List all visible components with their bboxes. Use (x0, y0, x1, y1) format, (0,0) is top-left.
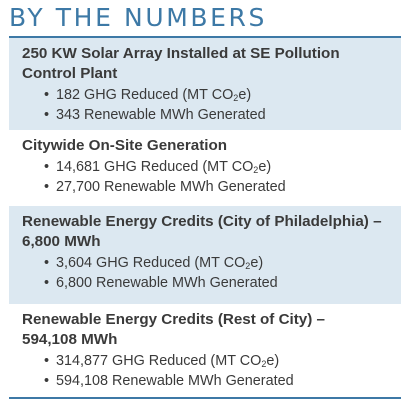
heading-line: 250 KW Solar Array Installed at SE Pollu… (22, 45, 340, 62)
section-heading: Renewable Energy Credits (City of Philad… (22, 212, 401, 252)
stat-label-end: e) (258, 159, 272, 175)
stat-value: 343 (56, 107, 81, 123)
bullet-icon: • (44, 275, 50, 291)
stat-subscript: 2 (253, 165, 259, 175)
stat-label: Renewable MWh Generated (80, 107, 266, 123)
bullet-icon: • (44, 353, 50, 369)
stat-subscript: 2 (261, 359, 267, 369)
heading-line: 594,108 MWh (22, 331, 118, 348)
section-heading: Renewable Energy Credits (Rest of City) … (22, 310, 401, 350)
list-item: • 594,108 Renewable MWh Generated (44, 371, 401, 391)
stat-label: GHG Reduced (MT CO (108, 353, 262, 369)
list-item: • 27,700 Renewable MWh Generated (44, 177, 401, 197)
stat-value: 14,681 (56, 159, 101, 175)
stat-label-end: e) (250, 255, 264, 271)
list-item: • 3,604 GHG Reduced (MT CO2e) (44, 253, 401, 273)
list-item: • 6,800 Renewable MWh Generated (44, 273, 401, 293)
stat-label-end: e) (266, 353, 280, 369)
heading-line: Citywide On-Site Generation (22, 137, 228, 154)
stat-label-end: e) (238, 87, 252, 103)
stat-label: GHG Reduced (MT CO (80, 87, 234, 103)
section-solar-array: 250 KW Solar Array Installed at SE Pollu… (9, 38, 401, 130)
stat-subscript: 2 (233, 93, 239, 103)
bullet-icon: • (44, 373, 50, 389)
section-citywide-generation: Citywide On-Site Generation • 14,681 GHG … (9, 130, 401, 206)
stat-label: Renewable MWh Generated (92, 275, 278, 291)
list-item: • 343 Renewable MWh Generated (44, 105, 401, 125)
section-recs-philadelphia: Renewable Energy Credits (City of Philad… (9, 206, 401, 304)
bottom-rule (9, 397, 401, 399)
bullet-icon: • (44, 107, 50, 123)
bullet-icon: • (44, 87, 50, 103)
stat-value: 6,800 (56, 275, 93, 291)
heading-line: Renewable Energy Credits (City of Philad… (22, 213, 382, 230)
bullet-icon: • (44, 159, 50, 175)
section-recs-rest-of-city: Renewable Energy Credits (Rest of City) … (9, 304, 401, 398)
list-item: • 314,877 GHG Reduced (MT CO2e) (44, 351, 401, 371)
section-heading: Citywide On-Site Generation (22, 136, 401, 156)
stat-label: Renewable MWh Generated (100, 179, 286, 195)
bullet-icon: • (44, 179, 50, 195)
stats-list: • 3,604 GHG Reduced (MT CO2e) • 6,800 Rene… (22, 253, 401, 293)
bullet-icon: • (44, 255, 50, 271)
stat-value: 3,604 (56, 255, 93, 271)
stats-list: • 14,681 GHG Reduced (MT CO2e) • 27,700 Re… (22, 157, 401, 197)
stat-label: GHG Reduced (MT CO (100, 159, 254, 175)
stat-value: 594,108 (56, 373, 109, 389)
stat-value: 314,877 (56, 353, 109, 369)
stat-subscript: 2 (245, 261, 251, 271)
stat-label: Renewable MWh Generated (108, 373, 294, 389)
heading-line: Control Plant (22, 65, 118, 82)
stat-label: GHG Reduced (MT CO (92, 255, 246, 271)
title-underline (9, 36, 401, 38)
heading-line: Renewable Energy Credits (Rest of City) … (22, 311, 325, 328)
stats-list: • 314,877 GHG Reduced (MT CO2e) • 594,108 … (22, 351, 401, 391)
stat-value: 182 (56, 87, 81, 103)
section-heading: 250 KW Solar Array Installed at SE Pollu… (22, 44, 401, 84)
page-title: BY THE NUMBERS (9, 3, 267, 32)
stats-list: • 182 GHG Reduced (MT CO2e) • 343 Renewabl… (22, 85, 401, 125)
list-item: • 14,681 GHG Reduced (MT CO2e) (44, 157, 401, 177)
stat-value: 27,700 (56, 179, 101, 195)
heading-line: 6,800 MWh (22, 233, 101, 250)
list-item: • 182 GHG Reduced (MT CO2e) (44, 85, 401, 105)
